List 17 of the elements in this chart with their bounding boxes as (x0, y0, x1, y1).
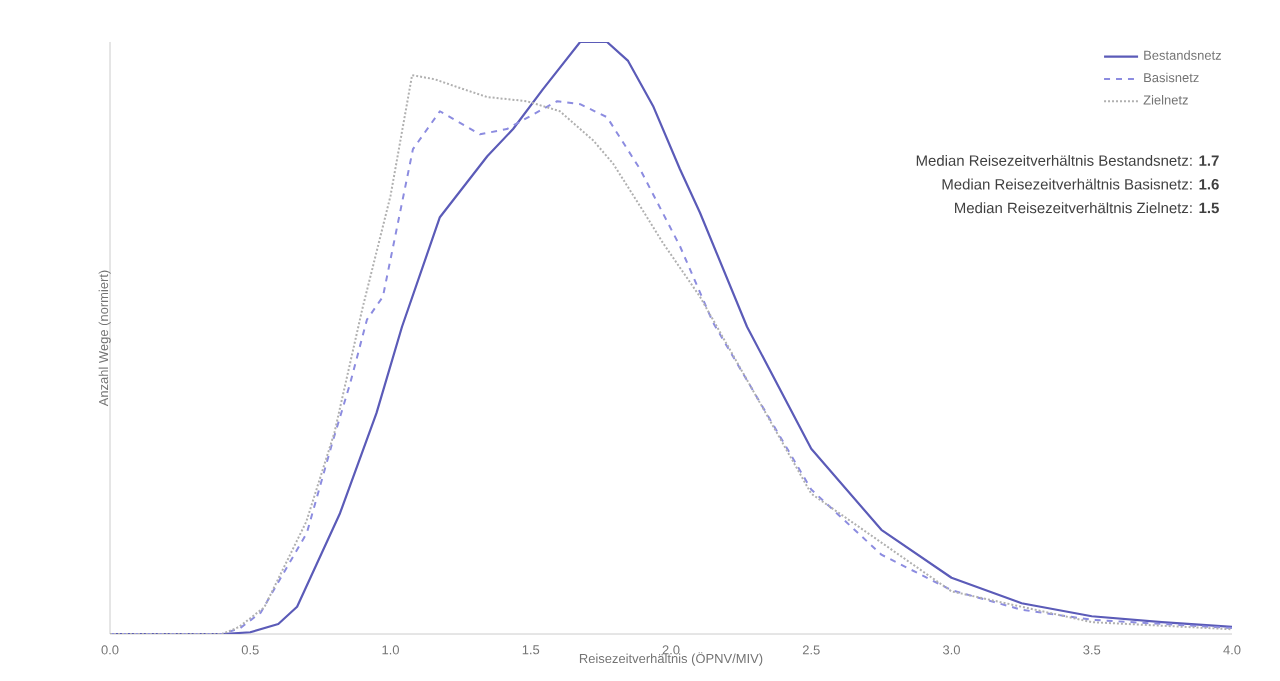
legend-label: Zielnetz (1143, 95, 1188, 105)
x-tick-label: 2.0 (662, 645, 680, 655)
annotation: Median Reisezeitverhältnis Zielnetz: 1.5 (955, 202, 1219, 214)
x-tick-label: 3.5 (1083, 645, 1101, 655)
x-tick-label: 1.5 (522, 645, 540, 655)
x-tick-label: 3.0 (943, 645, 960, 655)
y-axis-title: Anzahl Wege (normiert) (98, 270, 111, 407)
legend-label: Bestandsnetz (1144, 50, 1221, 60)
annotation: Median Reisezeitverhältnis Bestandsnetz: 1.7 (916, 154, 1219, 166)
x-tick-label: 0.5 (241, 645, 259, 655)
annotation: Median Reisezeitverhältnis Basisnetz: 1.6 (942, 178, 1219, 190)
x-tick-label: 2.5 (802, 645, 820, 655)
x-tick-label: 4.0 (1223, 645, 1241, 655)
x-axis-title: Reisezeitverhältnis (ÖPNV/MIV) (579, 652, 763, 666)
x-tick-label: 0.0 (101, 645, 119, 655)
legend-label: Basisnetz (1144, 72, 1199, 83)
x-tick-label: 1.0 (382, 645, 399, 655)
